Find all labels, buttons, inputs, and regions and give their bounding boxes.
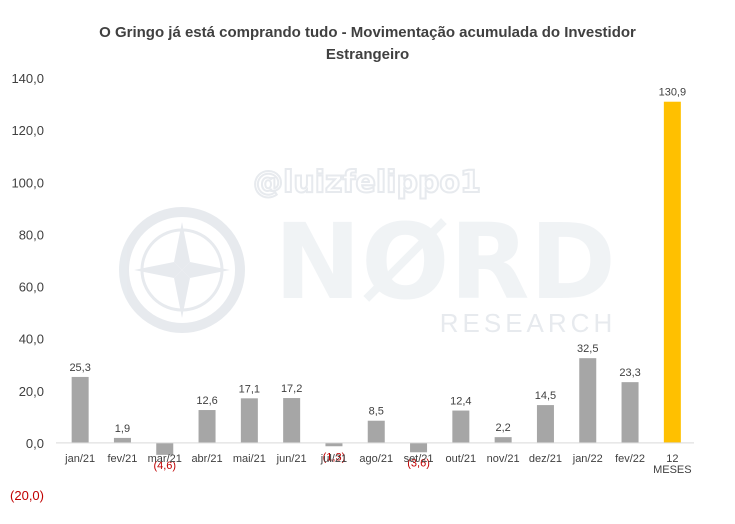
chart-title-line: Estrangeiro xyxy=(325,46,410,63)
bar xyxy=(71,376,89,443)
bar xyxy=(536,405,554,443)
bar xyxy=(325,442,343,447)
x-tick-label: nov/21 xyxy=(487,453,520,465)
x-tick-label: mai/21 xyxy=(233,453,266,465)
data-label: 32,5 xyxy=(577,343,598,355)
y-tick-label: 80,0 xyxy=(19,227,44,242)
data-label: (4,6) xyxy=(153,460,176,472)
y-axis: (20,0) 0,0 20,0 40,0 60,0 80,0 100,0 120,0 140,0 xyxy=(10,71,44,503)
bar-series: 25,3 1,9 (4,6) 12,6 17,1 17,2 (1,3) 8,5 (3,6) 12,… xyxy=(69,87,686,472)
y-tick-label: 40,0 xyxy=(19,332,44,347)
bar xyxy=(452,410,470,443)
x-tick-label: jan/22 xyxy=(572,453,603,465)
data-label: 2,2 xyxy=(496,422,511,434)
chart-title: O Gringo já está comprando tudo - Movime… xyxy=(0,22,735,66)
bar-highlight xyxy=(663,101,681,443)
bar xyxy=(367,420,385,443)
data-label: 17,2 xyxy=(281,383,302,395)
x-tick-label: set/21 xyxy=(404,453,434,465)
watermark-brand-sub: RESEARCH xyxy=(440,308,616,338)
x-tick-label: ago/21 xyxy=(359,453,393,465)
y-tick-label: 100,0 xyxy=(11,175,44,190)
x-tick-label: jan/21 xyxy=(64,453,95,465)
x-tick-label: jul/21 xyxy=(320,453,347,465)
x-tick-label: dez/21 xyxy=(529,453,562,465)
data-label: (1,3) xyxy=(323,451,346,463)
bar xyxy=(156,442,174,455)
bar xyxy=(410,442,428,453)
y-tick-label: 0,0 xyxy=(26,436,44,451)
bar xyxy=(579,358,597,443)
data-label: (3,6) xyxy=(407,457,430,469)
y-tick-label: 20,0 xyxy=(19,384,44,399)
data-label: 8,5 xyxy=(369,406,384,418)
y-tick-label: 140,0 xyxy=(11,71,44,86)
y-tick-label: (20,0) xyxy=(10,488,44,503)
bar xyxy=(113,437,131,443)
data-label: 12,6 xyxy=(196,395,217,407)
watermark: @luizfelippo1 NØRD RESEARCH xyxy=(119,164,616,338)
x-tick-label: out/21 xyxy=(446,453,477,465)
data-label: 25,3 xyxy=(69,362,90,374)
data-label: 12,4 xyxy=(450,396,471,408)
x-tick-label: MESES xyxy=(653,464,692,476)
x-tick-label: jun/21 xyxy=(276,453,307,465)
y-tick-label: 120,0 xyxy=(11,123,44,138)
x-tick-label: 12 xyxy=(666,453,678,465)
data-label: 14,5 xyxy=(535,390,556,402)
watermark-brand: NØRD xyxy=(274,201,616,323)
data-label: 23,3 xyxy=(619,367,640,379)
data-label: 1,9 xyxy=(115,423,130,435)
bar xyxy=(283,398,301,443)
x-tick-label: fev/21 xyxy=(107,453,137,465)
bar xyxy=(621,382,639,443)
bar xyxy=(494,437,512,443)
x-tick-label: fev/22 xyxy=(615,453,645,465)
compass-logo-icon xyxy=(119,207,245,333)
watermark-handle: @luizfelippo1 xyxy=(253,165,481,200)
x-axis: jan/21 fev/21 mar/21 abr/21 mai/21 jun/21 jul/… xyxy=(56,442,694,476)
chart-title-line: O Gringo já está comprando tudo - Movime… xyxy=(99,24,636,41)
x-tick-label: mar/21 xyxy=(148,453,182,465)
data-label: 17,1 xyxy=(239,383,260,395)
bar xyxy=(198,410,216,443)
data-label: 130,9 xyxy=(659,87,687,99)
y-tick-label: 60,0 xyxy=(19,280,44,295)
bar xyxy=(240,398,258,443)
x-tick-label: abr/21 xyxy=(191,453,222,465)
